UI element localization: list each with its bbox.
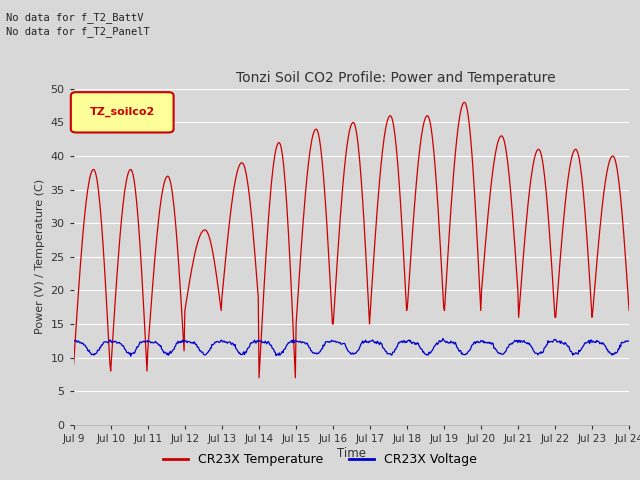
FancyBboxPatch shape bbox=[71, 92, 173, 132]
Text: No data for f_T2_BattV: No data for f_T2_BattV bbox=[6, 12, 144, 23]
Text: TZ_soilco2: TZ_soilco2 bbox=[90, 107, 155, 118]
Title: Tonzi Soil CO2 Profile: Power and Temperature: Tonzi Soil CO2 Profile: Power and Temper… bbox=[236, 71, 556, 85]
Y-axis label: Power (V) / Temperature (C): Power (V) / Temperature (C) bbox=[35, 179, 45, 335]
X-axis label: Time: Time bbox=[337, 446, 366, 460]
Legend: CR23X Temperature, CR23X Voltage: CR23X Temperature, CR23X Voltage bbox=[159, 448, 481, 471]
Text: No data for f_T2_PanelT: No data for f_T2_PanelT bbox=[6, 26, 150, 37]
